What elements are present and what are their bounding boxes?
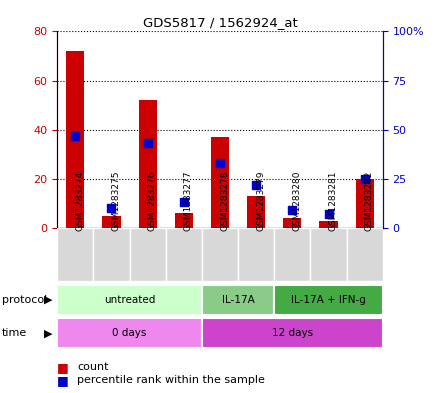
Point xyxy=(253,182,260,188)
Text: ▶: ▶ xyxy=(44,295,53,305)
FancyBboxPatch shape xyxy=(274,285,383,315)
Point xyxy=(108,205,115,211)
FancyBboxPatch shape xyxy=(57,228,93,281)
Bar xyxy=(356,179,374,228)
FancyBboxPatch shape xyxy=(202,285,274,315)
FancyBboxPatch shape xyxy=(274,228,311,281)
Point xyxy=(72,132,79,139)
Text: GSM1283282: GSM1283282 xyxy=(365,170,374,231)
FancyBboxPatch shape xyxy=(93,228,129,281)
Point xyxy=(289,207,296,213)
Bar xyxy=(103,216,121,228)
Bar xyxy=(247,196,265,228)
Point xyxy=(325,211,332,217)
Point xyxy=(144,140,151,147)
Bar xyxy=(66,51,84,228)
Text: GSM1283277: GSM1283277 xyxy=(184,170,193,231)
Text: GSM1283276: GSM1283276 xyxy=(148,170,157,231)
Text: ■: ■ xyxy=(57,374,69,387)
Text: protocol: protocol xyxy=(2,295,48,305)
Point xyxy=(216,160,224,166)
Text: GSM1283275: GSM1283275 xyxy=(111,170,121,231)
Bar xyxy=(175,213,193,228)
Text: 12 days: 12 days xyxy=(272,328,313,338)
Text: 0 days: 0 days xyxy=(112,328,147,338)
Text: percentile rank within the sample: percentile rank within the sample xyxy=(77,375,265,386)
Text: IL-17A + IFN-g: IL-17A + IFN-g xyxy=(291,295,366,305)
Bar xyxy=(319,220,337,228)
FancyBboxPatch shape xyxy=(311,228,347,281)
FancyBboxPatch shape xyxy=(166,228,202,281)
FancyBboxPatch shape xyxy=(347,228,383,281)
Text: GSM1283280: GSM1283280 xyxy=(292,170,301,231)
FancyBboxPatch shape xyxy=(57,285,202,315)
Point xyxy=(361,176,368,182)
Text: IL-17A: IL-17A xyxy=(222,295,254,305)
Point xyxy=(180,199,187,206)
FancyBboxPatch shape xyxy=(202,318,383,348)
Text: GSM1283274: GSM1283274 xyxy=(75,170,84,231)
Bar xyxy=(283,218,301,228)
Text: untreated: untreated xyxy=(104,295,155,305)
Title: GDS5817 / 1562924_at: GDS5817 / 1562924_at xyxy=(143,16,297,29)
Text: time: time xyxy=(2,328,27,338)
FancyBboxPatch shape xyxy=(129,228,166,281)
Text: count: count xyxy=(77,362,109,373)
FancyBboxPatch shape xyxy=(202,228,238,281)
Text: ▶: ▶ xyxy=(44,328,53,338)
Bar xyxy=(139,100,157,228)
FancyBboxPatch shape xyxy=(238,228,274,281)
FancyBboxPatch shape xyxy=(57,318,202,348)
Text: GSM1283279: GSM1283279 xyxy=(256,170,265,231)
Text: GSM1283278: GSM1283278 xyxy=(220,170,229,231)
Bar xyxy=(211,137,229,228)
Text: ■: ■ xyxy=(57,361,69,374)
Text: GSM1283281: GSM1283281 xyxy=(329,170,337,231)
